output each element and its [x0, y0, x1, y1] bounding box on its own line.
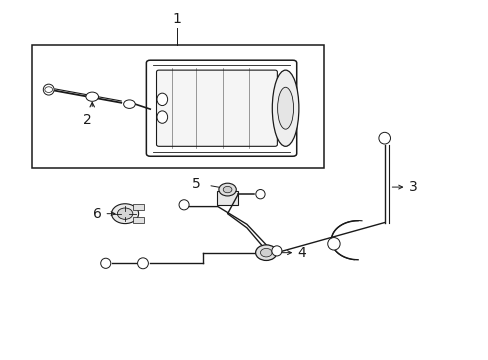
Ellipse shape	[255, 189, 264, 199]
Ellipse shape	[272, 70, 298, 146]
Circle shape	[260, 248, 271, 257]
FancyBboxPatch shape	[146, 60, 296, 156]
Circle shape	[255, 245, 276, 260]
Circle shape	[219, 183, 236, 196]
Ellipse shape	[157, 111, 167, 123]
Text: 5: 5	[192, 177, 201, 191]
Bar	[133, 217, 143, 223]
Bar	[133, 204, 143, 211]
Circle shape	[123, 100, 135, 108]
Ellipse shape	[157, 93, 167, 105]
Text: 2: 2	[83, 113, 92, 127]
Ellipse shape	[271, 246, 282, 256]
Ellipse shape	[327, 238, 340, 250]
Ellipse shape	[277, 87, 293, 129]
Text: 1: 1	[172, 12, 181, 26]
Ellipse shape	[179, 200, 189, 210]
Text: 3: 3	[408, 180, 417, 194]
Circle shape	[86, 92, 98, 101]
Ellipse shape	[378, 132, 390, 144]
Text: 6: 6	[93, 207, 102, 221]
Circle shape	[117, 208, 133, 219]
Ellipse shape	[101, 258, 111, 268]
Bar	[32, 45, 324, 168]
Ellipse shape	[137, 258, 148, 269]
Bar	[217, 192, 238, 205]
Circle shape	[111, 204, 138, 224]
FancyBboxPatch shape	[156, 70, 277, 146]
Circle shape	[223, 186, 231, 193]
Ellipse shape	[43, 84, 54, 95]
Text: 4: 4	[297, 246, 306, 260]
